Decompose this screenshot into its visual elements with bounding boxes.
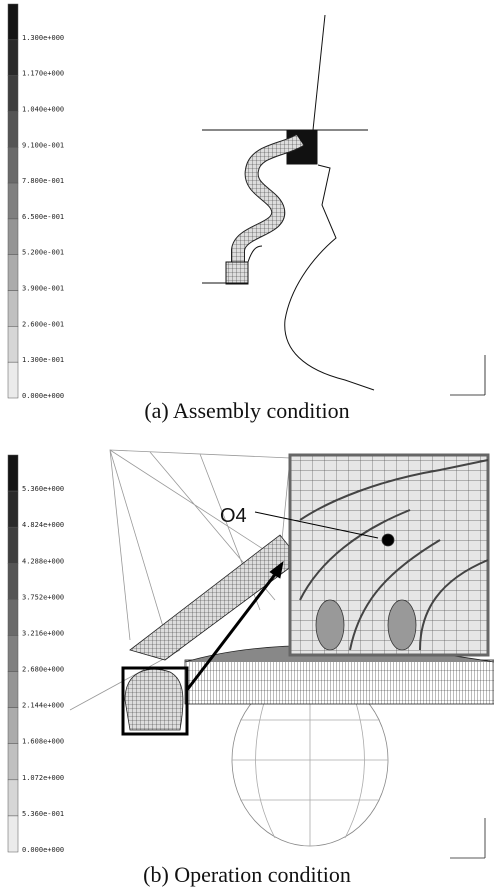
legend-swatch <box>8 183 18 219</box>
legend-swatch <box>8 527 18 563</box>
legend-swatch <box>8 455 18 491</box>
legend-label: 2.600e-001 <box>22 320 64 328</box>
legend: 1.300e+000 1.170e+000 1.040e+000 9.100e-001… <box>8 4 64 400</box>
legend-swatch <box>8 219 18 255</box>
legend-swatch <box>8 4 18 40</box>
legend-label: 1.170e+000 <box>22 70 64 78</box>
figure: 1.300e+000 1.170e+000 1.040e+000 9.100e-001… <box>0 0 494 894</box>
annotation: O4 <box>220 505 247 527</box>
legend-label: 2.680e+000 <box>22 666 64 674</box>
legend-label: 1.300e-001 <box>22 356 64 364</box>
legend-swatch <box>8 708 18 744</box>
legend-label: 1.300e+000 <box>22 34 64 42</box>
legend-label: 4.824e+000 <box>22 521 64 529</box>
legend-label: 9.100e-001 <box>22 141 64 149</box>
legend-swatch <box>8 291 18 327</box>
legend-swatch <box>8 491 18 527</box>
legend-label: 3.752e+000 <box>22 593 64 601</box>
legend-swatch <box>8 40 18 76</box>
legend-label: 7.800e-001 <box>22 177 64 185</box>
legend-swatch <box>8 635 18 671</box>
legend-label: 3.216e+000 <box>22 629 64 637</box>
legend-label: 4.288e+000 <box>22 557 64 565</box>
caption: (a) Assembly condition <box>144 398 349 423</box>
legend-swatch <box>8 816 18 852</box>
legend-label: 5.360e+000 <box>22 485 64 493</box>
legend-label: 5.200e-001 <box>22 249 64 257</box>
model-b <box>70 450 494 858</box>
model-a <box>202 15 485 395</box>
legend-swatch <box>8 599 18 635</box>
legend-swatch <box>8 780 18 816</box>
legend-label: 1.608e+000 <box>22 738 64 746</box>
legend: 5.360e+000 4.824e+000 4.288e+000 3.752e+000… <box>8 455 64 854</box>
legend-swatch <box>8 326 18 362</box>
legend-swatch <box>8 76 18 112</box>
legend-label: 1.072e+000 <box>22 774 64 782</box>
legend-label: 6.500e-001 <box>22 213 64 221</box>
legend-swatch <box>8 255 18 291</box>
legend-swatch <box>8 744 18 780</box>
caption: (b) Operation condition <box>143 862 351 887</box>
legend-swatch <box>8 563 18 599</box>
legend-label: 1.040e+000 <box>22 105 64 113</box>
legend-label: 5.360e-001 <box>22 810 64 818</box>
legend-swatch <box>8 111 18 147</box>
legend-label: 0.000e+000 <box>22 846 64 854</box>
legend-label: 0.000e+000 <box>22 392 64 400</box>
legend-label: 3.900e-001 <box>22 285 64 293</box>
legend-swatch <box>8 672 18 708</box>
legend-label: 2.144e+000 <box>22 702 64 710</box>
legend-swatch <box>8 362 18 398</box>
legend-swatch <box>8 147 18 183</box>
